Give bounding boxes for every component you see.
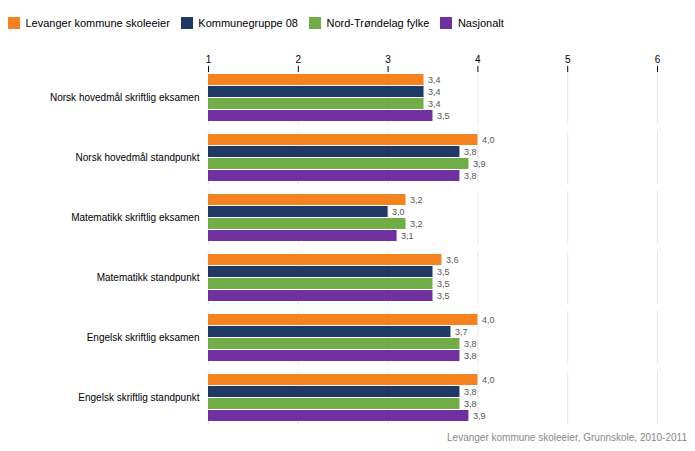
svg-text:3,5: 3,5 (437, 290, 450, 300)
svg-text:6: 6 (655, 53, 661, 64)
svg-text:3,9: 3,9 (473, 410, 486, 420)
svg-text:3,5: 3,5 (437, 266, 450, 276)
svg-text:2: 2 (296, 53, 302, 64)
svg-text:3,4: 3,4 (428, 74, 441, 84)
svg-text:3,2: 3,2 (410, 218, 423, 228)
svg-text:3,4: 3,4 (428, 86, 441, 96)
html-text:Levanger kommune skoleeier: Levanger kommune skoleeier (25, 16, 170, 29)
svg-text:3,6: 3,6 (446, 254, 459, 264)
svg-text:4,0: 4,0 (482, 134, 495, 144)
svg-text:3,8: 3,8 (464, 398, 477, 408)
svg-text:4: 4 (475, 53, 481, 64)
html-text:Nasjonalt: Nasjonalt (457, 16, 504, 29)
svg-text:3,0: 3,0 (392, 206, 405, 216)
svg-text:3,8: 3,8 (464, 338, 477, 348)
html-text:Levanger kommune skoleeier, Gr: Levanger kommune skoleeier, Grunnskole, … (447, 431, 687, 443)
svg-text:3,1: 3,1 (401, 230, 414, 240)
svg-text:3,5: 3,5 (437, 110, 450, 120)
html-text:Kommunegruppe 08: Kommunegruppe 08 (198, 16, 298, 29)
svg-text:3,8: 3,8 (464, 386, 477, 396)
svg-text:3,8: 3,8 (464, 170, 477, 180)
svg-text:3,2: 3,2 (410, 194, 423, 204)
svg-text:Engelsk skriftlig eksamen: Engelsk skriftlig eksamen (87, 332, 200, 343)
svg-text:4,0: 4,0 (482, 374, 495, 384)
html-text:Nord-Trøndelag fylke: Nord-Trøndelag fylke (326, 16, 430, 29)
svg-text:3,5: 3,5 (437, 278, 450, 288)
svg-text:3: 3 (385, 53, 391, 64)
svg-text:3,4: 3,4 (428, 98, 441, 108)
svg-text:1: 1 (206, 53, 212, 64)
svg-text:Matematikk standpunkt: Matematikk standpunkt (97, 272, 200, 283)
svg-text:3,8: 3,8 (464, 350, 477, 360)
svg-text:3,8: 3,8 (464, 146, 477, 156)
svg-text:Norsk hovedmål skriftlig eksam: Norsk hovedmål skriftlig eksamen (50, 92, 200, 103)
svg-text:4,0: 4,0 (482, 314, 495, 324)
svg-text:5: 5 (565, 53, 571, 64)
svg-text:Engelsk skriftlig standpunkt: Engelsk skriftlig standpunkt (78, 392, 199, 403)
svg-text:Norsk hovedmål standpunkt: Norsk hovedmål standpunkt (76, 152, 200, 163)
svg-text:3,7: 3,7 (455, 326, 468, 336)
svg-text:Matematikk skriftlig eksamen: Matematikk skriftlig eksamen (71, 212, 199, 223)
svg-text:3,9: 3,9 (473, 158, 486, 168)
